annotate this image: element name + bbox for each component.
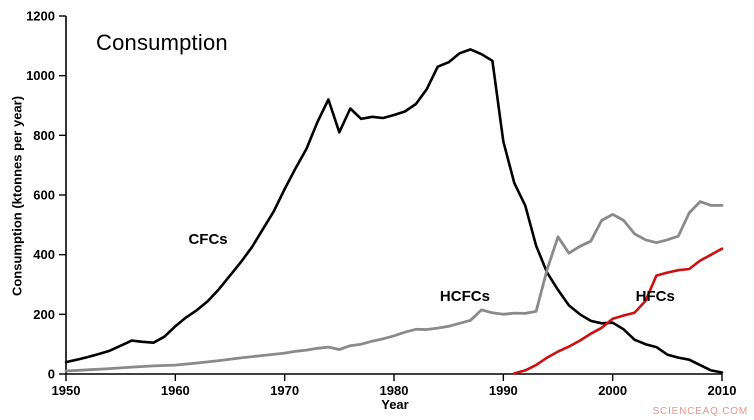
x-tick-label: 2000 bbox=[598, 383, 627, 398]
series-line-cfcs bbox=[64, 48, 724, 374]
x-tick-label: 2010 bbox=[708, 383, 737, 398]
y-tick-label: 1000 bbox=[26, 68, 55, 83]
series-line-hfcs bbox=[512, 247, 724, 375]
series-label-hcfcs: HCFCs bbox=[440, 288, 490, 305]
x-tick-label: 1960 bbox=[161, 383, 190, 398]
x-tick-label: 1980 bbox=[380, 383, 409, 398]
y-tick-label: 800 bbox=[33, 128, 55, 143]
x-tick-label: 1950 bbox=[52, 383, 81, 398]
y-tick-label: 1200 bbox=[26, 9, 55, 24]
x-axis-label: Year bbox=[381, 397, 409, 412]
y-tick-label: 400 bbox=[33, 247, 55, 262]
y-tick-label: 0 bbox=[48, 367, 55, 382]
series-line-hcfcs bbox=[64, 200, 724, 373]
chart-title: Consumption bbox=[96, 30, 228, 55]
watermark-text: SCIENCEAQ.COM bbox=[652, 406, 748, 417]
y-axis-label: Consumption (ktonnes per year) bbox=[9, 95, 25, 297]
series-label-hfcs: HFCs bbox=[636, 288, 675, 305]
y-tick-label: 600 bbox=[33, 188, 55, 203]
x-tick-label: 1990 bbox=[489, 383, 518, 398]
x-tick-label: 1970 bbox=[270, 383, 299, 398]
series-label-cfcs: CFCs bbox=[188, 231, 227, 248]
y-tick-label: 200 bbox=[33, 307, 55, 322]
